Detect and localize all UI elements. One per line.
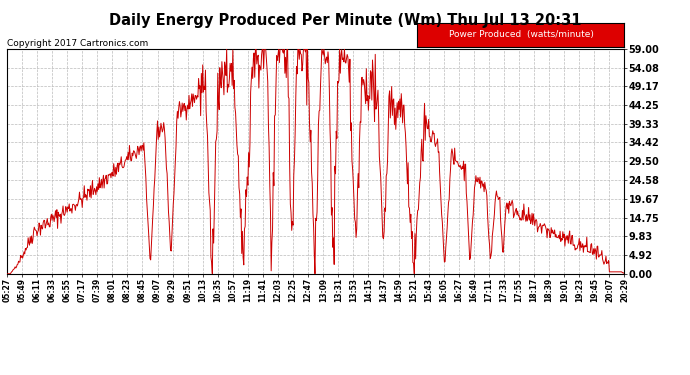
Text: Copyright 2017 Cartronics.com: Copyright 2017 Cartronics.com	[7, 39, 148, 48]
Text: Daily Energy Produced Per Minute (Wm) Thu Jul 13 20:31: Daily Energy Produced Per Minute (Wm) Th…	[109, 13, 581, 28]
Text: Power Produced  (watts/minute): Power Produced (watts/minute)	[448, 30, 593, 39]
